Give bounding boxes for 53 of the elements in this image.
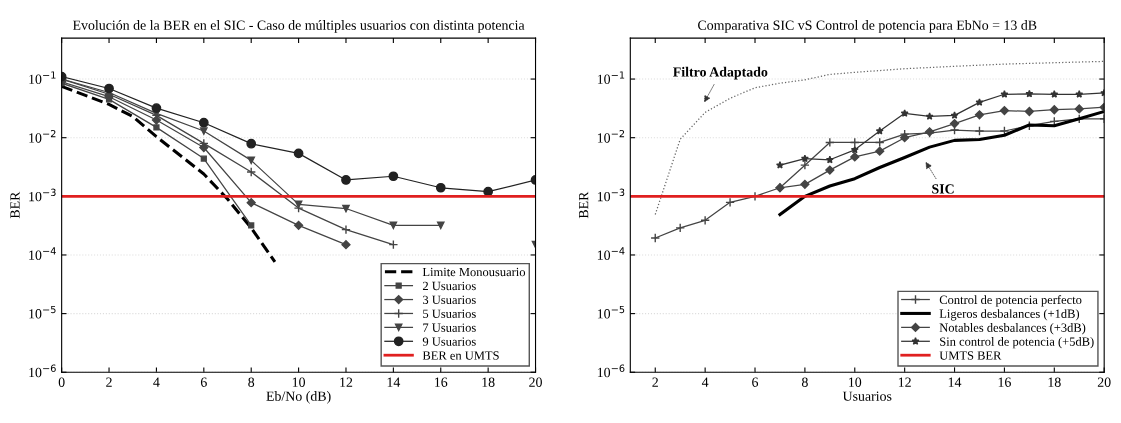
x-tick-label: 6 (200, 377, 207, 387)
y-tick-label: 10$^{−2}$ (597, 129, 625, 143)
x-tick-label: 18 (1048, 377, 1061, 387)
legend-label: Control de potencia perfecto (939, 295, 1082, 307)
x-tick-label: 14 (948, 377, 962, 387)
y-tick-label: 10$^{−5}$ (29, 305, 56, 319)
annotation: Filtro Adaptado (673, 66, 768, 80)
x-tick-label: 20 (1097, 377, 1111, 387)
x-tick-label: 10 (292, 377, 306, 387)
y-tick-label: 10$^{−2}$ (29, 129, 56, 143)
x-tick-label: 16 (435, 377, 448, 387)
x-tick-label: 12 (898, 377, 911, 387)
x-tick-label: 10 (849, 377, 862, 387)
x-tick-label: 18 (482, 377, 495, 387)
x-tick-label: 2 (652, 377, 658, 387)
y-tick-label: 10$^{−1}$ (597, 71, 625, 84)
x-tick-label: 14 (387, 377, 401, 387)
legend-label: Limite Monousuario (422, 267, 526, 277)
x-tick-label: 0 (58, 377, 65, 387)
x-tick-label: 16 (998, 377, 1011, 387)
x-tick-label: 6 (752, 377, 759, 387)
x-axis-title: Usuarios (842, 391, 892, 401)
legend-label: 7 Usuarios (423, 323, 476, 332)
x-tick-label: 8 (801, 377, 808, 387)
legend-label: 9 Usuarios (422, 337, 476, 346)
y-tick-label: 10$^{−6}$ (597, 364, 625, 378)
x-tick-label: 20 (529, 377, 542, 387)
chart-title: Evolución de la BER en el SIC - Caso de múltiples usuarios con distinta potencia (72, 20, 525, 33)
x-tick-label: 12 (340, 377, 353, 387)
legend-label: Sin control de potencia (+5dB) (940, 336, 1094, 349)
y-tick-label: 10$^{−4}$ (597, 247, 625, 260)
x-tick-label: 4 (153, 377, 160, 387)
x-axis-title: Eb/No (dB) (266, 391, 331, 404)
x-tick-label: 2 (106, 377, 112, 387)
x-tick-label: 4 (701, 377, 709, 387)
legend-label: BER en UMTS (422, 351, 499, 360)
x-tick-label: 8 (248, 377, 255, 387)
legend-label: 3 Usuarios (423, 295, 476, 305)
legend-label: 2 Usuarios (422, 281, 476, 291)
legend-label: Notables desbalances (+3dB) (939, 323, 1086, 335)
legend-label: 5 Usuarios (423, 309, 476, 318)
y-axis-title: BER (10, 191, 20, 219)
legend-label: Ligeros desbalances (+1dB) (939, 309, 1080, 321)
chart-title: Comparativa SIC vS Control de potencia para EbNo = 13 dB (698, 20, 1037, 33)
y-tick-label: 10$^{−5}$ (597, 305, 625, 319)
annotation: SIC (932, 184, 954, 194)
y-tick-label: 10$^{−3}$ (597, 188, 625, 202)
y-tick-label: 10$^{−1}$ (29, 71, 56, 84)
y-tick-label: 10$^{−6}$ (29, 364, 56, 378)
legend-label: UMTS BER (939, 351, 1002, 360)
y-tick-label: 10$^{−3}$ (29, 188, 56, 202)
y-axis-title: BER (579, 191, 589, 219)
y-tick-label: 10$^{−4}$ (29, 247, 56, 260)
